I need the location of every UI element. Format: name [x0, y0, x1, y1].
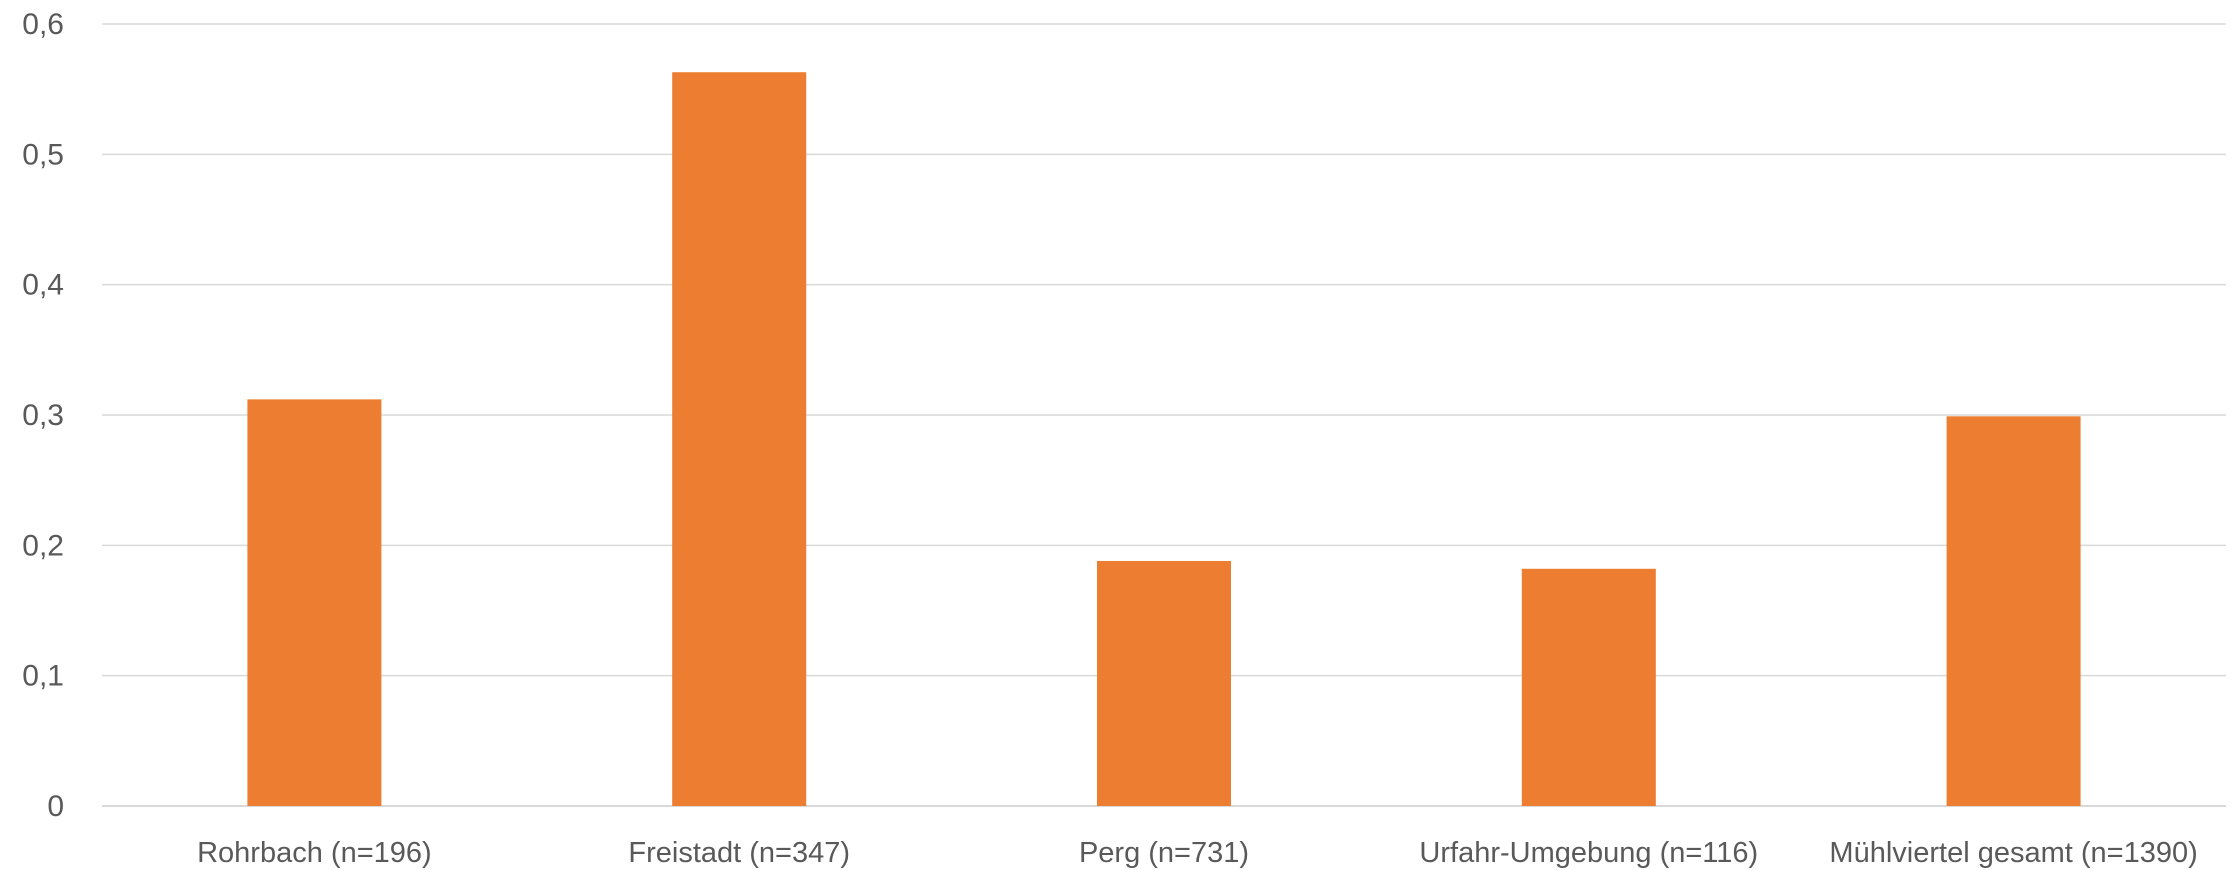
- y-tick-label: 0,1: [22, 660, 64, 693]
- x-axis-category-labels: Rohrbach (n=196) Freistadt (n=347) Perg (n…: [197, 837, 2198, 869]
- y-tick-label: 0,2: [22, 529, 64, 562]
- bar: [1097, 560, 1231, 806]
- y-tick-label: 0,5: [22, 138, 64, 171]
- bar: [247, 399, 382, 806]
- x-category-label: Freistadt (n=347): [628, 837, 850, 869]
- y-tick-label: 0: [47, 790, 64, 823]
- bar: [1946, 416, 2081, 806]
- y-tick-label: 0,6: [22, 8, 64, 41]
- x-category-label: Perg (n=731): [1079, 837, 1249, 869]
- x-category-label: Mühlviertel gesamt (n=1390): [1829, 837, 2197, 869]
- x-category-label: Urfahr-Umgebung (n=116): [1419, 837, 1758, 869]
- bar: [1521, 568, 1656, 806]
- x-category-label: Rohrbach (n=196): [197, 837, 432, 869]
- y-tick-label: 0,3: [22, 399, 64, 432]
- gridlines: [102, 23, 2226, 807]
- bars: [247, 72, 2081, 807]
- y-tick-label: 0,4: [22, 269, 64, 302]
- y-axis-tick-labels: 0 0,1 0,2 0,3 0,4 0,5 0,6: [22, 8, 64, 823]
- bar: [672, 72, 807, 807]
